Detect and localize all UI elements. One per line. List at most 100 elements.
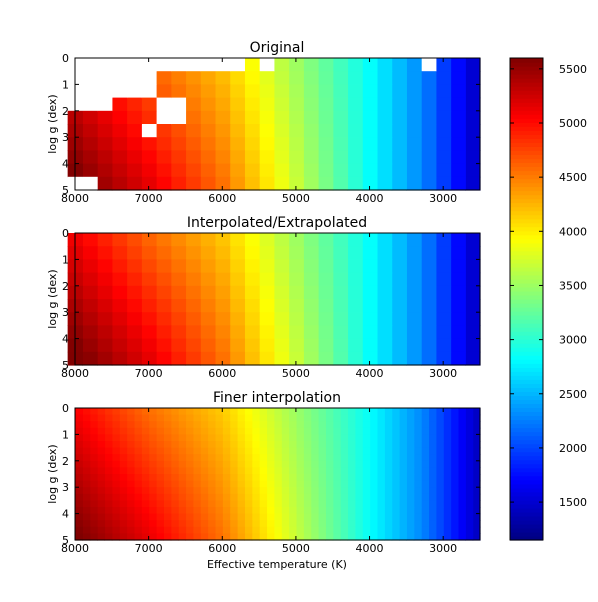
heatmap-cell — [163, 493, 172, 501]
heatmap-cell — [303, 272, 319, 287]
heatmap-cell — [288, 467, 297, 475]
heatmap-cell — [229, 124, 245, 138]
colorbar-swatch — [510, 78, 543, 83]
heatmap-cell — [207, 480, 216, 488]
heatmap-cell — [354, 441, 363, 449]
heatmap-cell — [148, 447, 157, 455]
colorbar-swatch — [510, 371, 543, 376]
heatmap-cell — [391, 467, 400, 475]
heatmap-cell — [200, 421, 209, 429]
heatmap-cell — [450, 97, 466, 112]
heatmap-cell — [421, 233, 437, 247]
heatmap-cell — [295, 487, 304, 495]
heatmap-cell — [156, 520, 164, 528]
x-tick-label: 4000 — [356, 192, 384, 205]
heatmap-cell — [347, 520, 356, 528]
heatmap-cell — [391, 150, 407, 165]
colorbar-swatch — [510, 307, 543, 312]
x-tick-label: 4000 — [356, 367, 384, 380]
heatmap-cell — [325, 434, 334, 442]
colorbar-tick-label: 3500 — [559, 279, 587, 292]
heatmap-cell — [222, 493, 231, 501]
heatmap-cell — [111, 427, 120, 435]
heatmap-cell — [273, 325, 290, 340]
heatmap-cell — [126, 441, 135, 449]
heatmap-cell — [89, 487, 98, 495]
heatmap-cell — [443, 480, 452, 488]
heatmap-cell — [207, 414, 216, 422]
heatmap-cell — [170, 71, 187, 85]
heatmap-cell — [141, 480, 150, 488]
heatmap-cell — [399, 526, 407, 534]
heatmap-cell — [185, 447, 194, 455]
heatmap-cell — [82, 246, 98, 260]
heatmap-cell — [156, 124, 172, 138]
heatmap-cell — [391, 351, 407, 366]
heatmap-cell — [465, 233, 481, 247]
heatmap-cell — [126, 414, 135, 422]
heatmap-cell — [178, 441, 187, 449]
heatmap-cell — [428, 421, 437, 429]
heatmap-cell — [347, 285, 363, 300]
heatmap-cell — [229, 467, 238, 475]
heatmap-cell — [450, 137, 466, 151]
heatmap-cell — [332, 487, 341, 495]
heatmap-cell — [156, 441, 164, 449]
heatmap-cell — [259, 474, 268, 482]
heatmap-cell — [97, 526, 106, 534]
heatmap-cell — [362, 97, 378, 112]
heatmap-cell — [133, 487, 142, 495]
heatmap-cell — [82, 480, 91, 488]
heatmap-cell — [369, 460, 378, 468]
heatmap-cell — [376, 520, 385, 528]
heatmap-cell — [450, 414, 459, 422]
heatmap-cell — [391, 421, 400, 429]
heatmap-cell — [281, 421, 290, 429]
heatmap-cell — [435, 299, 452, 313]
heatmap-cell — [457, 421, 466, 429]
heatmap-cell — [450, 526, 459, 534]
heatmap-cell — [126, 58, 142, 72]
heatmap-cell — [332, 325, 349, 340]
heatmap-cell — [450, 507, 459, 515]
heatmap-cell — [141, 513, 150, 521]
heatmap-cell — [281, 460, 290, 468]
heatmap-cell — [450, 474, 459, 482]
heatmap-cell — [421, 137, 437, 151]
heatmap-cell — [310, 447, 319, 455]
heatmap-cell — [376, 414, 385, 422]
heatmap-cell — [465, 338, 481, 353]
heatmap-cell — [332, 351, 349, 366]
heatmap-cell — [347, 272, 363, 287]
heatmap-cell — [192, 421, 201, 429]
heatmap-cell — [457, 441, 466, 449]
colorbar-swatch — [510, 238, 543, 244]
heatmap-cell — [391, 97, 407, 112]
heatmap-cell — [369, 526, 378, 534]
heatmap-cell — [141, 299, 157, 313]
heatmap-cell — [362, 421, 371, 429]
heatmap-cell — [259, 285, 275, 300]
heatmap-cell — [229, 150, 245, 165]
heatmap-cell — [354, 487, 363, 495]
heatmap-cell — [75, 500, 83, 508]
heatmap-cell — [111, 325, 128, 340]
heatmap-cell — [185, 500, 194, 508]
heatmap-cell — [119, 441, 128, 449]
heatmap-cell — [82, 408, 91, 416]
heatmap-cell — [362, 312, 378, 326]
heatmap-cell — [273, 312, 290, 326]
heatmap-cell — [428, 513, 437, 521]
heatmap-cell — [340, 487, 349, 495]
heatmap-cell — [273, 408, 282, 416]
heatmap-cell — [435, 176, 452, 191]
heatmap-cell — [384, 427, 393, 435]
heatmap-cell — [288, 312, 304, 326]
heatmap-cell — [281, 520, 290, 528]
heatmap-cell — [244, 233, 260, 247]
heatmap-cell — [443, 427, 452, 435]
heatmap-cell — [259, 447, 268, 455]
heatmap-cell — [273, 259, 290, 274]
heatmap-cell — [266, 493, 275, 501]
heatmap-cell — [200, 454, 209, 462]
